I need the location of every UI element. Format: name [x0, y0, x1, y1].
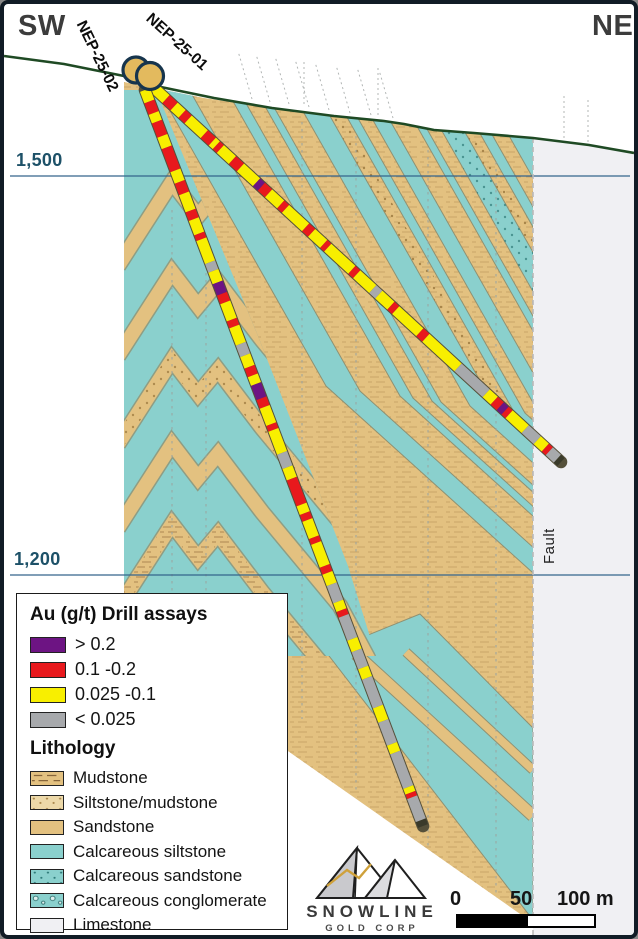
lithology-label: Calcareous siltstone: [73, 841, 227, 861]
assay-swatch-lt-0-025: [30, 711, 66, 728]
compass-sw: SW: [18, 10, 66, 42]
scale-bar-graphic: [456, 914, 596, 928]
mountain-logo-icon: [314, 844, 428, 899]
elevation-label-1200: 1,200: [14, 549, 61, 569]
fault-label: Fault: [541, 528, 558, 564]
assay-label: 0.1 -0.2: [75, 659, 137, 679]
drill-collars: [121, 55, 166, 92]
lithology-row: Siltstone/mudstone: [30, 791, 287, 816]
lithology-row: Mudstone: [30, 766, 287, 791]
siltstone-mudstone-swatch: [30, 795, 64, 811]
assay-label: < 0.025: [75, 709, 136, 729]
assay-legend-row: 0.025 -0.1: [30, 682, 287, 707]
compass-ne: NE: [592, 10, 634, 42]
limestone-block: [533, 138, 634, 935]
assay-swatch-gt-0-2: [30, 636, 66, 653]
logo-name: SNOWLINE: [306, 902, 438, 921]
lithology-row: Limestone: [30, 913, 287, 935]
drill-traces: [138, 81, 568, 833]
limestone-swatch: [30, 917, 64, 933]
lithology-row: Calcareous siltstone: [30, 840, 287, 865]
assay-legend-row: > 0.2: [30, 632, 287, 657]
lithology-row: Calcareous sandstone: [30, 864, 287, 889]
scale-tick-100: 100 m: [557, 888, 614, 910]
assay-swatch-0-1-0-2: [30, 661, 66, 678]
calcareous-conglomerate-swatch: [30, 893, 64, 909]
sandstone-swatch: [30, 819, 64, 835]
calcareous-sandstone-swatch: [30, 868, 64, 884]
scale-tick-50: 50: [510, 888, 533, 910]
lithology-label: Siltstone/mudstone: [73, 792, 218, 812]
calcareous-siltstone-swatch: [30, 844, 64, 860]
assay-label: > 0.2: [75, 634, 116, 654]
scale-tick-0: 0: [450, 888, 462, 910]
lithology-label: Limestone: [73, 915, 152, 935]
lithology-legend-title: Lithology: [30, 738, 116, 759]
scale-bar-filled-cell: [456, 914, 526, 928]
lithology-label: Calcareous sandstone: [73, 866, 243, 886]
assay-legend-row: < 0.025: [30, 707, 287, 732]
company-logo: SNOWLINE GOLD CORP: [292, 834, 452, 934]
assay-legend-row: 0.1 -0.2: [30, 657, 287, 682]
assay-legend-title: Au (g/t) Drill assays: [30, 604, 208, 625]
scale-bar: 0 50 100 m: [444, 888, 614, 928]
legend-box: Au (g/t) Drill assays > 0.2 0.1 -0.2 0.0…: [16, 593, 288, 934]
logo-subtitle: GOLD CORP: [325, 923, 419, 934]
mudstone-swatch: [30, 770, 64, 786]
elevation-label-1500: 1,500: [16, 150, 63, 170]
elevation-lines: [10, 175, 630, 576]
scale-bar-empty-cell: [526, 914, 596, 928]
assay-swatch-0-025-0-1: [30, 686, 66, 703]
lithology-label: Calcareous conglomerate: [73, 890, 267, 910]
lithology-label: Sandstone: [73, 817, 155, 837]
lithology-row: Calcareous conglomerate: [30, 889, 287, 914]
lithology-label: Mudstone: [73, 768, 148, 788]
projected-bed-traces: [237, 50, 589, 144]
lithology-row: Sandstone: [30, 815, 287, 840]
assay-label: 0.025 -0.1: [75, 684, 157, 704]
